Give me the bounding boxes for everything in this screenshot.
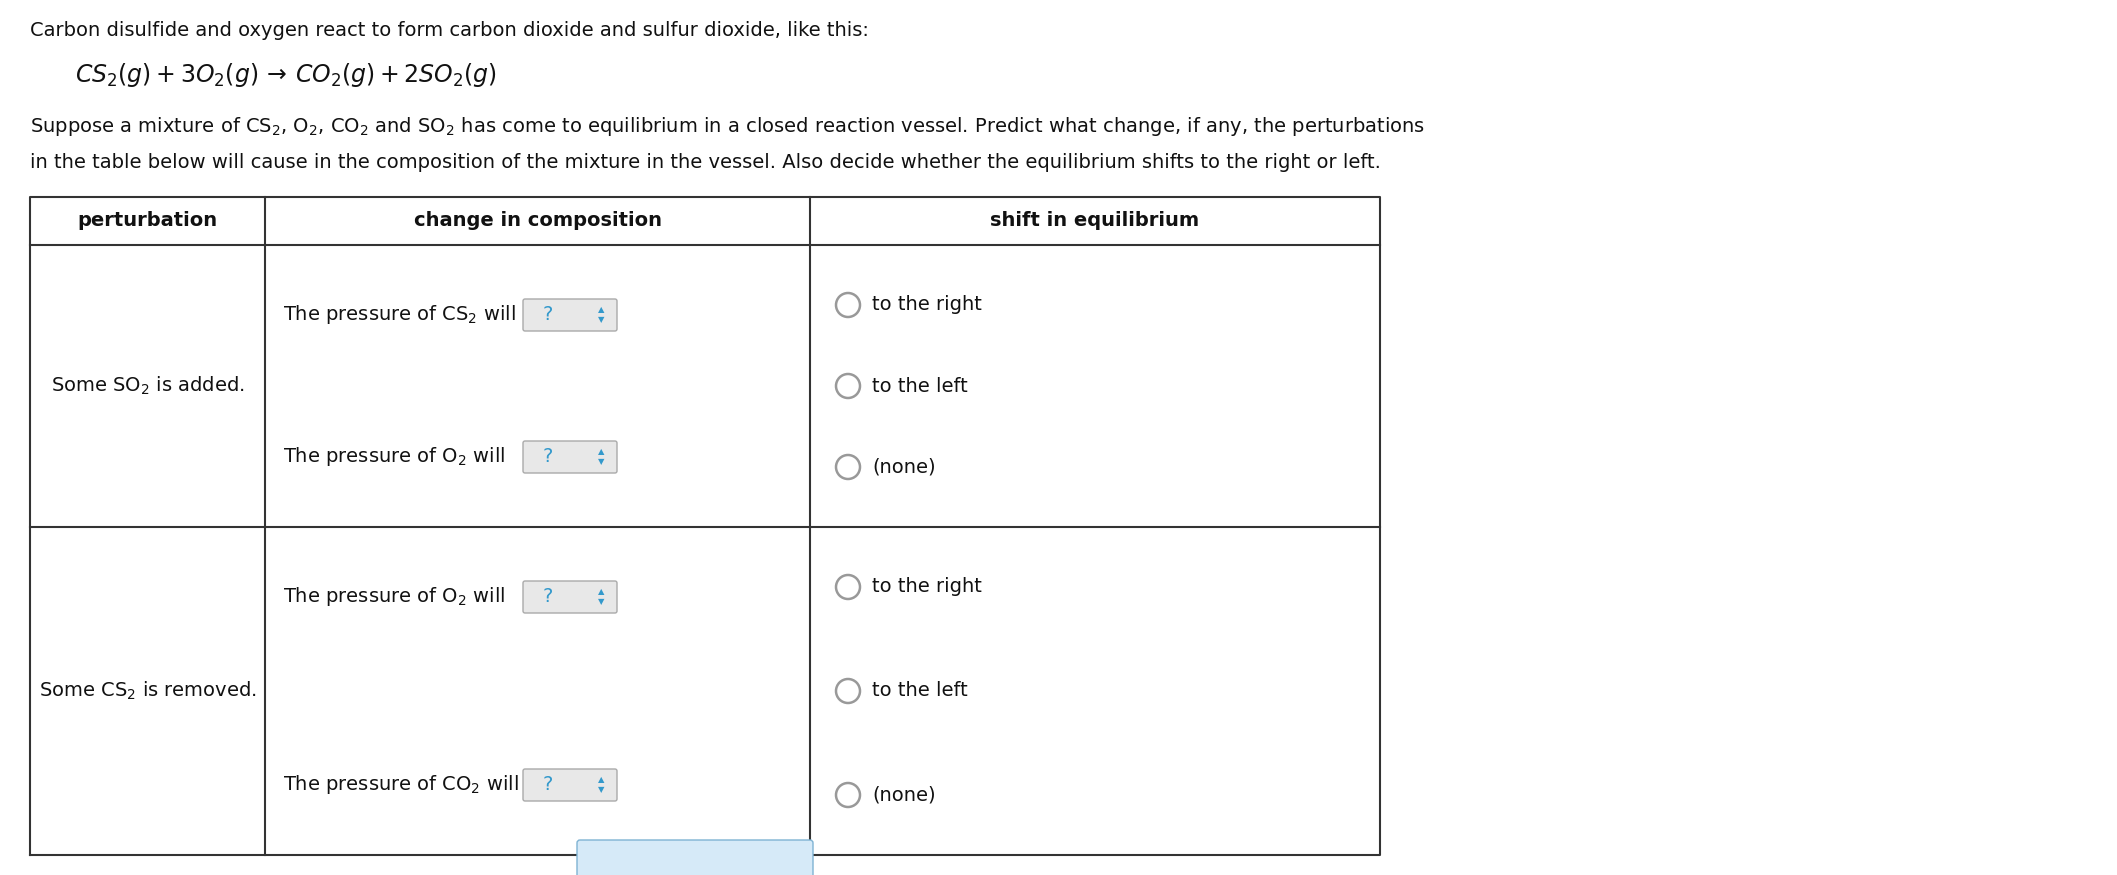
- Text: (none): (none): [872, 458, 936, 477]
- FancyBboxPatch shape: [523, 299, 616, 331]
- Text: to the left: to the left: [872, 682, 967, 701]
- Text: change in composition: change in composition: [413, 212, 661, 230]
- Text: shift in equilibrium: shift in equilibrium: [991, 212, 1200, 230]
- FancyBboxPatch shape: [523, 581, 616, 613]
- Text: Some $\mathregular{SO_2}$ is added.: Some $\mathregular{SO_2}$ is added.: [51, 374, 243, 397]
- Text: The pressure of $\mathregular{CS_2}$ will: The pressure of $\mathregular{CS_2}$ wil…: [284, 304, 517, 326]
- Text: ▲: ▲: [597, 587, 603, 597]
- Text: The pressure of $\mathregular{O_2}$ will: The pressure of $\mathregular{O_2}$ will: [284, 445, 506, 468]
- Text: to the right: to the right: [872, 578, 982, 597]
- Text: ▼: ▼: [597, 786, 603, 794]
- Text: ▼: ▼: [597, 598, 603, 606]
- Text: perturbation: perturbation: [78, 212, 218, 230]
- Text: Carbon disulfide and oxygen react to form carbon dioxide and sulfur dioxide, lik: Carbon disulfide and oxygen react to for…: [30, 20, 868, 39]
- Text: Suppose a mixture of $\mathregular{CS_2}$, $\mathregular{O_2}$, $\mathregular{CO: Suppose a mixture of $\mathregular{CS_2}…: [30, 116, 1425, 138]
- Text: to the left: to the left: [872, 376, 967, 396]
- Text: ▲: ▲: [597, 775, 603, 785]
- Text: (none): (none): [872, 786, 936, 804]
- Text: The pressure of $\mathregular{O_2}$ will: The pressure of $\mathregular{O_2}$ will: [284, 585, 506, 608]
- Text: in the table below will cause in the composition of the mixture in the vessel. A: in the table below will cause in the com…: [30, 153, 1380, 172]
- FancyBboxPatch shape: [523, 769, 616, 801]
- Text: Some $\mathregular{CS_2}$ is removed.: Some $\mathregular{CS_2}$ is removed.: [38, 680, 256, 702]
- FancyBboxPatch shape: [578, 840, 813, 875]
- Text: ?: ?: [542, 305, 553, 325]
- Text: ▼: ▼: [597, 458, 603, 466]
- FancyBboxPatch shape: [523, 441, 616, 473]
- Text: ▲: ▲: [597, 305, 603, 314]
- Text: ?: ?: [542, 775, 553, 794]
- Text: ▲: ▲: [597, 447, 603, 457]
- Text: $\mathit{CS}_2\mathit{(g)}+3\mathit{O}_2\mathit{(g)}\,\rightarrow\,\mathit{CO}_2: $\mathit{CS}_2\mathit{(g)}+3\mathit{O}_2…: [74, 61, 497, 89]
- Text: ?: ?: [542, 447, 553, 466]
- Text: to the right: to the right: [872, 296, 982, 314]
- Text: ▼: ▼: [597, 316, 603, 325]
- Text: ?: ?: [542, 587, 553, 606]
- Text: The pressure of $\mathregular{CO_2}$ will: The pressure of $\mathregular{CO_2}$ wil…: [284, 774, 519, 796]
